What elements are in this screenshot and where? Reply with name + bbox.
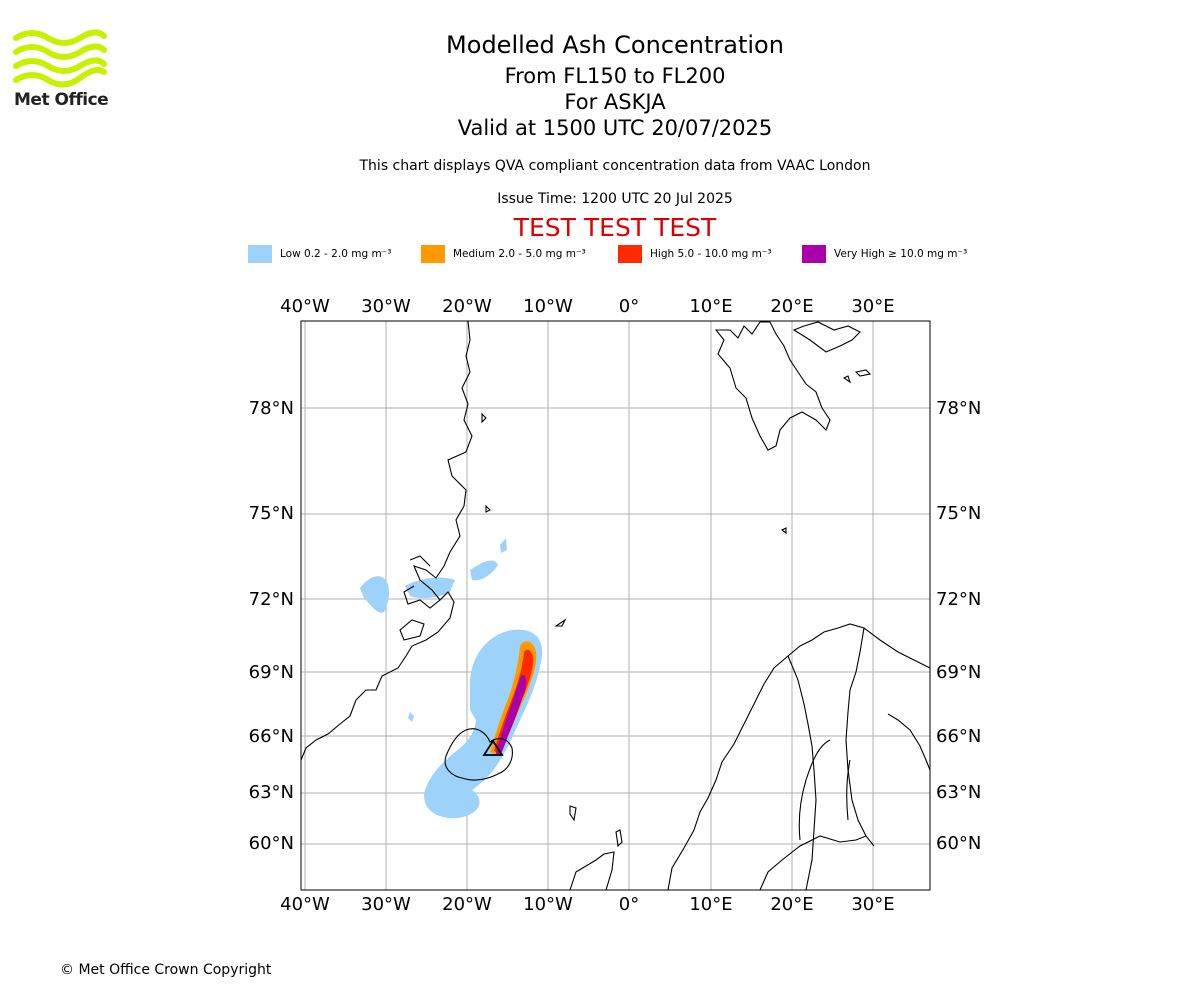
svalbard-kong-karls — [842, 375, 852, 384]
greenland-fjord-2 — [399, 619, 425, 641]
lon-label-top-40w: 40°W — [280, 296, 330, 317]
legend-label-low: Low 0.2 - 2.0 mg m⁻³ — [280, 248, 392, 260]
lat-label-left-69n: 69°N — [249, 662, 294, 683]
legend-swatch-high — [618, 245, 642, 263]
lon-label-top-30e: 30°E — [851, 296, 894, 317]
lon-label-top-10e: 10°E — [689, 296, 732, 317]
legend-item-very-high: Very High ≥ 10.0 mg m⁻³ — [802, 244, 967, 264]
lon-label-bottom-30w: 30°W — [361, 894, 411, 915]
lat-label-right-72n: 72°N — [936, 589, 981, 610]
lon-label-bottom-10e: 10°E — [689, 894, 732, 915]
lat-label-left-63n: 63°N — [249, 782, 294, 803]
norway-sweden-border — [787, 655, 817, 890]
bear-island — [780, 527, 787, 535]
test-banner: TEST TEST TEST — [513, 213, 717, 242]
flight-level-range: From FL150 to FL200 — [504, 64, 726, 88]
lon-label-bottom-10w: 10°W — [523, 894, 573, 915]
faroe-islands — [569, 805, 577, 822]
valid-time: Valid at 1500 UTC 20/07/2025 — [457, 116, 773, 140]
gulf-of-bothnia — [798, 739, 851, 841]
legend-item-low: Low 0.2 - 2.0 mg m⁻³ — [248, 244, 391, 264]
lon-label-top-10w: 10°W — [523, 296, 573, 317]
ash-patch-greenland-1 — [360, 576, 390, 613]
lat-label-right-66n: 66°N — [936, 726, 981, 747]
greenland-east-coast — [301, 321, 473, 761]
lat-label-left-75n: 75°N — [249, 503, 294, 524]
copyright-notice: © Met Office Crown Copyright — [60, 962, 272, 978]
issue-time: Issue Time: 1200 UTC 20 Jul 2025 — [497, 191, 733, 207]
legend-swatch-very-high — [802, 245, 826, 263]
norway-coast — [667, 623, 930, 890]
svalbard-islet — [854, 369, 872, 377]
met-office-logo: Met Office — [12, 28, 112, 118]
logo-text: Met Office — [14, 90, 109, 110]
lat-label-right-63n: 63°N — [936, 782, 981, 803]
legend-item-high: High 5.0 - 10.0 mg m⁻³ — [618, 244, 772, 264]
kola-coast — [887, 713, 930, 771]
sweden-finland-border — [845, 627, 867, 837]
legend-label-medium: Medium 2.0 - 5.0 mg m⁻³ — [453, 248, 586, 260]
lat-label-left-60n: 60°N — [249, 833, 294, 854]
greenland-island-1 — [481, 412, 487, 424]
greenland-fjord-1 — [403, 585, 441, 609]
legend-item-medium: Medium 2.0 - 5.0 mg m⁻³ — [421, 244, 586, 264]
ash-layer-low — [360, 538, 543, 819]
lat-label-right-60n: 60°N — [936, 833, 981, 854]
svalbard-east — [792, 321, 861, 353]
scotland — [569, 851, 615, 890]
shetland — [615, 829, 623, 848]
greenland-fjord-3 — [409, 555, 431, 567]
lon-label-bottom-20e: 20°E — [770, 894, 813, 915]
lat-label-right-78n: 78°N — [936, 398, 981, 419]
ash-patch-coast — [408, 712, 414, 722]
lat-label-left-78n: 78°N — [249, 398, 294, 419]
lat-label-left-66n: 66°N — [249, 726, 294, 747]
map-frame — [300, 320, 931, 891]
legend-label-very-high: Very High ≥ 10.0 mg m⁻³ — [834, 248, 968, 260]
lon-label-top-30w: 30°W — [361, 296, 411, 317]
legend-swatch-low — [248, 245, 272, 263]
lon-label-top-0: 0° — [619, 296, 639, 317]
logo-waves-icon — [13, 29, 107, 88]
lon-label-top-20e: 20°E — [770, 296, 813, 317]
graticule — [301, 321, 930, 890]
chart-subtitle: This chart displays QVA compliant concen… — [359, 158, 871, 174]
volcano-name: For ASKJA — [564, 90, 666, 114]
iceland — [444, 728, 513, 781]
jan-mayen — [554, 618, 567, 627]
lon-label-bottom-0: 0° — [619, 894, 639, 915]
coastlines — [301, 321, 930, 890]
chart-title: Modelled Ash Concentration — [446, 31, 784, 59]
lat-label-right-75n: 75°N — [936, 503, 981, 524]
greenland-island-2 — [485, 504, 491, 513]
lon-label-bottom-20w: 20°W — [442, 894, 492, 915]
lon-label-top-20w: 20°W — [442, 296, 492, 317]
lat-label-left-72n: 72°N — [249, 589, 294, 610]
lon-label-bottom-40w: 40°W — [280, 894, 330, 915]
ash-patch-greenland-4 — [500, 538, 507, 553]
ash-patch-greenland-3 — [470, 560, 498, 581]
south-sweden — [759, 835, 875, 890]
legend-swatch-medium — [421, 245, 445, 263]
svalbard — [714, 321, 831, 451]
askja-volcano-marker — [482, 739, 504, 756]
lon-label-bottom-30e: 30°E — [851, 894, 894, 915]
lat-label-right-69n: 69°N — [936, 662, 981, 683]
legend-label-high: High 5.0 - 10.0 mg m⁻³ — [650, 248, 772, 260]
ash-plume-very-high — [496, 674, 527, 756]
ash-plume-low-main — [424, 629, 543, 819]
